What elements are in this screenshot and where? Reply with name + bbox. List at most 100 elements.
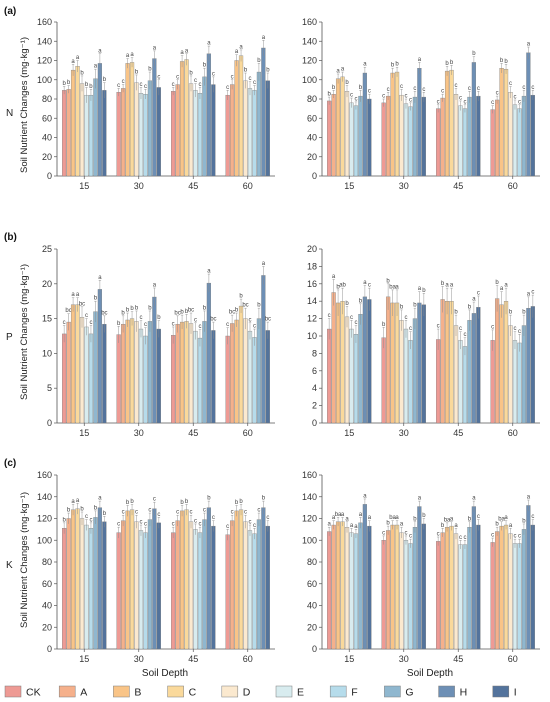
bar-CK xyxy=(116,334,121,424)
significance-letter: c xyxy=(409,97,412,103)
y-tick-label: 100 xyxy=(37,75,52,85)
bar-I xyxy=(156,328,161,424)
bar-H xyxy=(362,72,368,177)
significance-letter: b xyxy=(126,308,130,314)
bar-C xyxy=(340,521,345,650)
significance-letter: c xyxy=(139,520,142,526)
x-tick-label: 45 xyxy=(188,181,198,191)
significance-letter: b xyxy=(395,62,399,68)
significance-letter: b xyxy=(327,92,331,98)
significance-letter: c xyxy=(244,510,247,516)
significance-letter: c xyxy=(513,326,516,332)
significance-letter: bc xyxy=(210,317,216,323)
bar-D xyxy=(453,325,459,424)
bar-C xyxy=(184,509,189,650)
significance-letter: c xyxy=(117,83,120,89)
x-tick-label: 60 xyxy=(243,428,253,438)
bar-CK xyxy=(436,339,441,424)
significance-letter: c xyxy=(463,99,466,105)
significance-letter: a xyxy=(450,516,454,522)
significance-letter: c xyxy=(226,524,229,530)
bar-E xyxy=(403,540,409,650)
significance-letter: b xyxy=(400,304,404,310)
bar-E xyxy=(349,532,354,650)
significance-letter: b xyxy=(94,296,98,302)
y-tick-label: 80 xyxy=(42,94,52,104)
x-tick-label: 60 xyxy=(243,654,253,664)
y-tick-label: 80 xyxy=(307,94,317,104)
significance-letter: c xyxy=(212,71,215,77)
legend-swatch-G xyxy=(384,685,401,698)
significance-letter: a xyxy=(350,523,354,529)
panel-label-a: (a) xyxy=(4,6,16,17)
y-tick-label: 16 xyxy=(307,279,317,289)
significance-letter: c xyxy=(518,329,521,335)
significance-letter: a xyxy=(527,495,531,501)
significance-letter: c xyxy=(368,283,371,289)
significance-letter: a xyxy=(71,292,75,298)
legend-label-F: F xyxy=(351,687,357,699)
bar-A xyxy=(120,323,126,424)
bar-C xyxy=(394,302,400,424)
bar-A xyxy=(120,520,126,650)
significance-letter: b xyxy=(185,309,189,315)
significance-letter: c xyxy=(144,84,147,90)
bar-I xyxy=(421,304,426,424)
bar-I xyxy=(530,94,535,177)
significance-letter: b xyxy=(413,303,417,309)
significance-letter: b xyxy=(441,523,445,529)
bar-C xyxy=(75,508,80,650)
bar-I xyxy=(156,522,161,650)
row-label-p: P xyxy=(6,332,13,343)
bar-A xyxy=(440,97,445,177)
y-tick-label: 15 xyxy=(42,314,52,324)
significance-letter: b xyxy=(235,500,239,506)
significance-letter: a xyxy=(363,493,367,499)
bar-B xyxy=(444,301,450,424)
significance-letter: c xyxy=(212,515,215,521)
bar-A xyxy=(385,530,391,650)
significance-letter: a xyxy=(185,48,189,54)
significance-letter: c xyxy=(441,89,444,95)
significance-letter: b xyxy=(67,508,71,514)
y-tick-label: 160 xyxy=(302,470,317,480)
bar-H xyxy=(471,62,477,177)
significance-letter: c xyxy=(463,332,466,338)
y-tick-label: 20 xyxy=(42,279,52,289)
significance-letter: c xyxy=(513,94,516,100)
bar-E xyxy=(247,530,253,650)
bar-CK xyxy=(490,340,495,424)
bar-G xyxy=(521,529,527,650)
significance-letter: a xyxy=(400,522,404,528)
legend-swatch-A xyxy=(58,685,76,698)
significance-letter: b xyxy=(203,305,207,311)
x-tick-label: 30 xyxy=(134,181,144,191)
bar-D xyxy=(243,521,248,650)
bar-H xyxy=(526,505,531,650)
bar-F xyxy=(517,543,522,650)
bar-E xyxy=(458,105,463,177)
bar-I xyxy=(211,525,216,650)
x-tick-label: 60 xyxy=(508,654,518,664)
bar-B xyxy=(390,524,395,650)
bar-CK xyxy=(327,328,332,424)
bar-D xyxy=(134,321,139,424)
x-tick-label: 30 xyxy=(134,654,144,664)
bar-A xyxy=(229,520,235,650)
significance-letter: a xyxy=(126,53,130,59)
significance-letter: c xyxy=(477,514,480,520)
bar-C xyxy=(184,321,189,424)
y-tick-label: 140 xyxy=(302,492,317,502)
bar-I xyxy=(265,330,270,424)
bar-A xyxy=(331,94,336,177)
bar-B xyxy=(125,319,130,424)
significance-letter: c xyxy=(226,85,229,91)
bar-H xyxy=(417,302,422,424)
significance-letter: a xyxy=(332,515,336,521)
significance-letter: c xyxy=(463,535,466,541)
bar-B xyxy=(335,78,341,177)
significance-letter: c xyxy=(135,510,138,516)
x-tick-label: 30 xyxy=(134,428,144,438)
y-tick-label: 10 xyxy=(42,348,52,358)
x-tick-label: 45 xyxy=(453,428,463,438)
